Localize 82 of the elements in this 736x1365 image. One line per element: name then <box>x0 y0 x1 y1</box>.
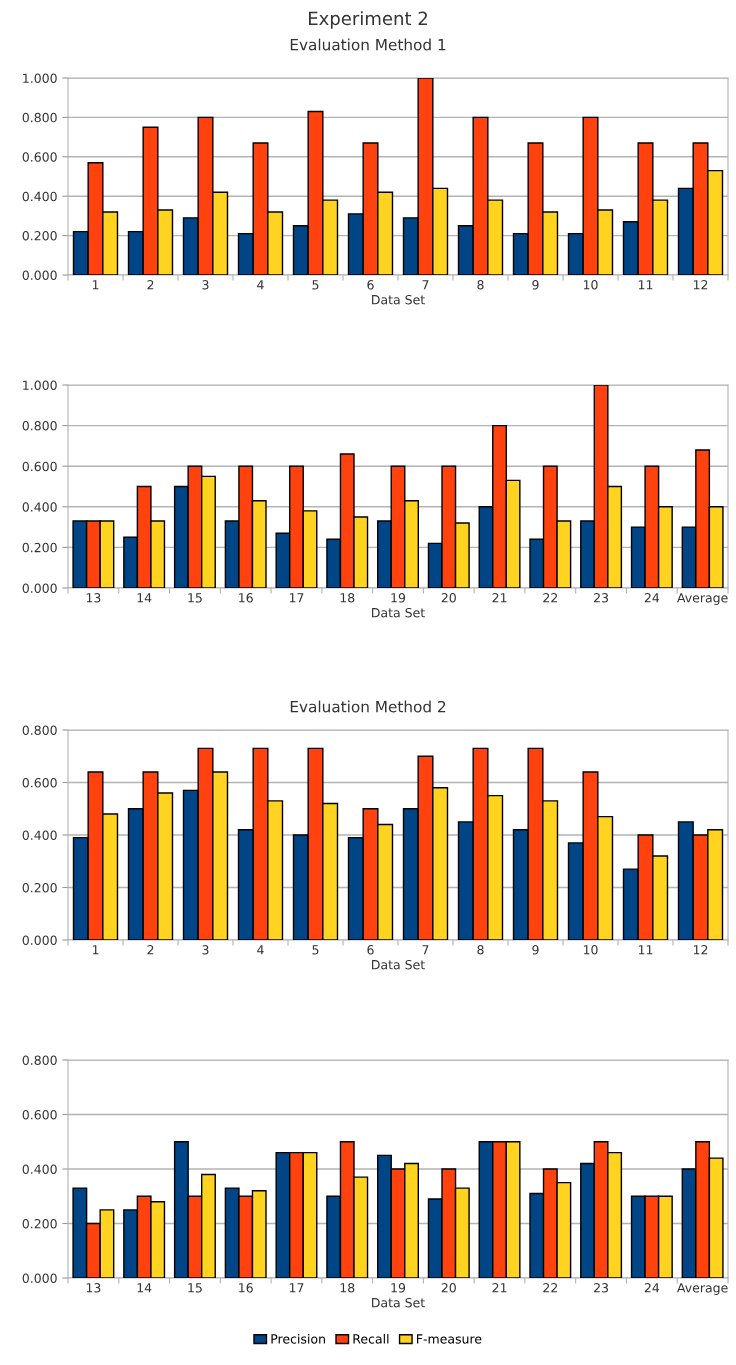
y-tick-label: 0.800 <box>22 725 57 735</box>
y-tick-label: 0.600 <box>22 152 57 162</box>
x-tick-label: Average <box>677 1283 728 1295</box>
x-axis-title: Data Set <box>372 294 425 305</box>
x-tick-label: 7 <box>422 280 429 290</box>
y-tick-label: 0.600 <box>22 461 57 472</box>
x-tick-label: 18 <box>340 1283 355 1293</box>
x-tick-label: 24 <box>644 593 660 603</box>
x-tick-label: 5 <box>312 280 319 290</box>
x-tick-label: 24 <box>644 1283 660 1293</box>
x-tick-label: 1 <box>92 280 99 290</box>
x-tick-label: 14 <box>137 1283 152 1293</box>
x-tick-label: 9 <box>532 280 539 290</box>
y-tick-label: 0.000 <box>22 270 57 280</box>
x-tick-label: 5 <box>312 945 319 955</box>
x-tick-label: Average <box>677 593 728 605</box>
x-tick-label: 8 <box>477 945 484 955</box>
y-tick-label: 0.400 <box>22 1164 57 1174</box>
x-axis-title: Data Set <box>372 607 425 618</box>
x-tick-label: 4 <box>257 280 264 290</box>
x-tick-label: 10 <box>583 280 598 290</box>
x-tick-label: 12 <box>693 945 708 955</box>
x-tick-label: 12 <box>693 280 708 290</box>
x-tick-label: 6 <box>367 280 374 290</box>
x-tick-label: 15 <box>188 593 202 603</box>
y-tick-label: 0.400 <box>22 191 57 202</box>
chart-title: Evaluation Method 2 <box>290 700 446 713</box>
x-tick-label: 2 <box>147 280 154 290</box>
chart-subtitle: Evaluation Method 1 <box>290 38 446 51</box>
x-tick-label: 11 <box>638 280 653 290</box>
x-tick-label: 19 <box>391 1283 406 1293</box>
x-tick-label: 13 <box>86 593 101 603</box>
legend-label: Recall <box>353 1333 389 1344</box>
y-tick-label: 0.600 <box>22 777 57 788</box>
y-tick-label: 0.000 <box>22 1273 57 1283</box>
y-tick-label: 0.200 <box>22 231 57 241</box>
y-tick-label: 0.400 <box>22 502 57 512</box>
x-tick-label: 20 <box>441 1283 456 1293</box>
x-tick-label: 16 <box>239 1283 253 1293</box>
x-tick-label: 21 <box>492 1283 507 1293</box>
y-tick-label: 0.200 <box>22 1218 57 1229</box>
y-tick-label: 0.800 <box>22 421 57 431</box>
y-tick-label: 0.200 <box>22 542 57 553</box>
x-axis-title: Data Set <box>372 959 425 970</box>
y-tick-label: 1.000 <box>23 380 57 390</box>
x-tick-label: 13 <box>86 1283 101 1293</box>
x-tick-label: 1 <box>92 945 99 955</box>
y-tick-label: 0.800 <box>22 1055 57 1065</box>
x-tick-label: 14 <box>137 593 152 603</box>
x-tick-label: 6 <box>367 945 374 955</box>
x-tick-label: 11 <box>638 945 653 955</box>
y-tick-label: 0.400 <box>22 830 57 840</box>
y-tick-label: 1.000 <box>23 73 57 83</box>
x-tick-label: 22 <box>543 1283 558 1293</box>
x-tick-label: 17 <box>289 1283 304 1293</box>
x-tick-label: 4 <box>257 945 264 955</box>
legend-label: Precision <box>271 1333 325 1344</box>
x-tick-label: 18 <box>340 593 355 603</box>
x-tick-label: 16 <box>239 593 253 603</box>
x-tick-label: 7 <box>422 945 429 955</box>
x-tick-label: 17 <box>289 593 304 603</box>
y-tick-label: 0.000 <box>22 935 57 945</box>
x-tick-label: 15 <box>188 1283 202 1293</box>
x-tick-label: 9 <box>532 945 539 955</box>
y-tick-label: 0.000 <box>22 583 57 593</box>
y-tick-label: 0.200 <box>22 882 57 893</box>
x-axis-title: Data Set <box>372 1297 425 1308</box>
x-tick-label: 8 <box>477 280 484 290</box>
x-tick-label: 22 <box>543 593 558 603</box>
x-tick-label: 10 <box>583 945 598 955</box>
legend-label: F-measure <box>417 1334 482 1344</box>
x-tick-label: 23 <box>594 593 609 603</box>
x-tick-label: 2 <box>147 945 154 955</box>
x-tick-label: 20 <box>441 593 456 603</box>
x-tick-label: 23 <box>594 1283 609 1293</box>
y-tick-label: 0.800 <box>22 112 57 123</box>
x-tick-label: 3 <box>202 280 209 290</box>
x-tick-label: 3 <box>202 945 209 955</box>
x-tick-label: 19 <box>391 593 406 603</box>
chart-title: Experiment 2 <box>309 11 427 29</box>
x-tick-label: 21 <box>492 593 507 603</box>
y-tick-label: 0.600 <box>22 1109 57 1120</box>
